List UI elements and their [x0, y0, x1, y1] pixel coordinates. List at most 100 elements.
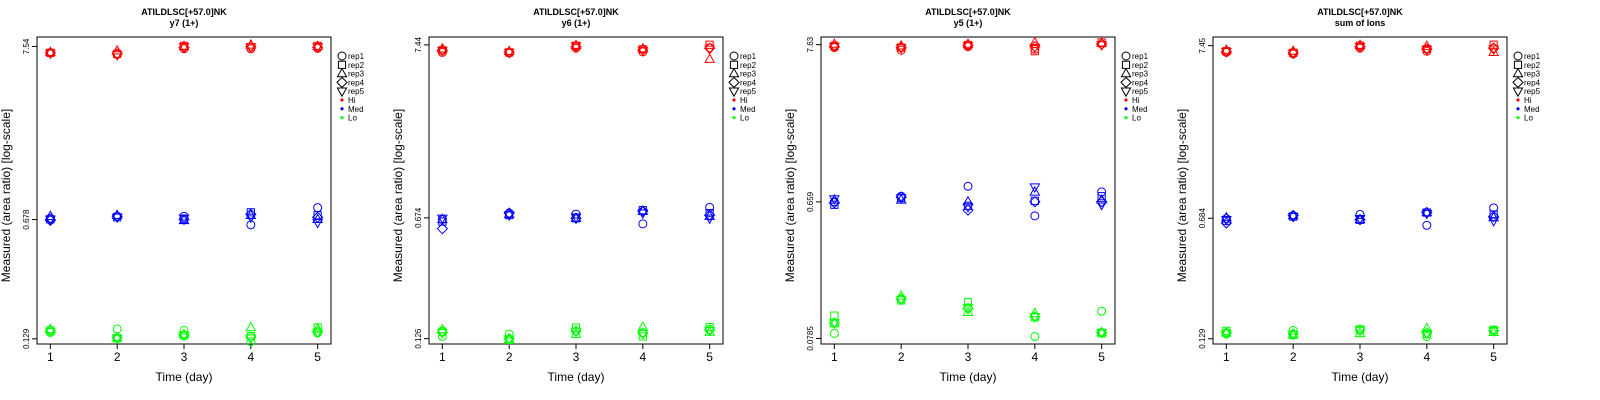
legend-symbol-rep1 — [1513, 51, 1523, 61]
legend-symbol-rep1 — [337, 51, 347, 61]
data-point — [111, 51, 123, 61]
y-tick-label: 7.54 — [22, 38, 31, 54]
legend-symbol-rep5 — [336, 87, 348, 98]
legend-label-rep4: rep4 — [348, 78, 365, 87]
legend-label-rep4: rep4 — [1524, 78, 1541, 87]
data-point — [1287, 212, 1299, 223]
data-point — [704, 214, 716, 225]
legend-symbol-rep3 — [336, 67, 348, 78]
legend-label-rep3: rep3 — [348, 70, 365, 79]
x-tick-label: 4 — [1423, 350, 1430, 364]
data-point — [111, 213, 123, 224]
legend-label-rep1: rep1 — [1524, 52, 1541, 61]
data-point — [1488, 211, 1500, 222]
plot-frame — [428, 36, 724, 345]
legend-label-Lo: Lo — [740, 114, 749, 123]
data-point — [1488, 327, 1500, 337]
data-point — [245, 43, 257, 53]
data-point — [111, 44, 123, 55]
data-point — [637, 46, 649, 57]
legend-color-dot-Lo — [1124, 116, 1128, 120]
legend-color-dot-Med — [1516, 107, 1520, 111]
data-point — [312, 43, 324, 53]
legend-label-Hi: Hi — [1132, 96, 1140, 105]
legend-color-dot-Hi — [732, 98, 736, 102]
x-tick-label: 1 — [1223, 350, 1230, 364]
chart-title: ATILDLSC[+57.0]NK — [925, 7, 1011, 17]
data-point — [1030, 331, 1040, 341]
data-point — [436, 222, 449, 235]
data-point — [703, 209, 716, 221]
legend-label-rep4: rep4 — [740, 78, 757, 87]
legend-label-Med: Med — [1524, 105, 1540, 114]
data-point — [503, 208, 515, 218]
data-point — [1029, 36, 1041, 47]
legend-symbol-rep3 — [1512, 67, 1524, 78]
data-point — [1288, 325, 1298, 335]
data-point — [1030, 196, 1039, 205]
data-point — [111, 331, 123, 342]
legend-color-dot-Hi — [1124, 98, 1128, 102]
legend-label-rep3: rep3 — [740, 70, 757, 79]
legend-label-Med: Med — [348, 105, 364, 114]
legend-color-dot-Hi — [1516, 98, 1520, 102]
chart-title: ATILDLSC[+57.0]NK — [533, 7, 619, 17]
data-point — [312, 218, 324, 229]
chart-title: ATILDLSC[+57.0]NK — [1317, 7, 1403, 17]
data-point — [245, 208, 257, 220]
legend-color-dot-Lo — [340, 116, 344, 120]
legend-symbol-rep4 — [1512, 76, 1524, 89]
data-point — [571, 323, 581, 332]
data-point — [704, 326, 716, 337]
data-point — [1488, 45, 1500, 56]
data-point — [1421, 45, 1433, 56]
y-axis-label: Measured (area ratio) [log-scale] — [0, 109, 13, 282]
data-point — [705, 40, 714, 49]
data-point — [1096, 201, 1108, 211]
data-point — [1287, 330, 1299, 341]
data-point — [436, 47, 448, 57]
chart-subtitle: y7 (1+) — [170, 18, 199, 28]
y-tick-label: 0.684 — [1198, 208, 1207, 229]
data-point — [1096, 37, 1108, 47]
legend-symbol-rep1 — [1121, 51, 1131, 61]
data-point — [1355, 210, 1365, 220]
plot-frame — [1212, 36, 1508, 345]
x-axis-label: Time (day) — [1332, 370, 1389, 384]
legend-label-rep2: rep2 — [1524, 61, 1541, 70]
data-point — [1421, 209, 1433, 220]
data-point — [1488, 217, 1500, 227]
legend-label-Hi: Hi — [740, 96, 748, 105]
data-point — [637, 209, 649, 220]
x-tick-label: 5 — [314, 350, 321, 364]
data-point — [1287, 209, 1299, 220]
legend-label-Hi: Hi — [1524, 96, 1532, 105]
chart-subtitle: sum of Ions — [1335, 18, 1386, 28]
data-point — [1220, 326, 1232, 337]
data-point — [1489, 40, 1498, 49]
data-point — [503, 333, 515, 343]
legend-label-Med: Med — [1132, 105, 1148, 114]
legend-symbol-rep4 — [1120, 76, 1132, 89]
data-point — [312, 322, 324, 333]
legend-color-dot-Lo — [732, 116, 736, 120]
data-point — [1422, 220, 1432, 230]
data-point — [704, 53, 716, 63]
data-point — [1029, 196, 1041, 208]
x-axis-label: Time (day) — [548, 370, 605, 384]
legend-label-Lo: Lo — [1524, 114, 1533, 123]
data-point — [504, 329, 514, 339]
y-tick-label: 0.674 — [414, 207, 423, 228]
x-axis-label: Time (day) — [940, 370, 997, 384]
data-point — [1029, 185, 1041, 196]
data-point — [962, 42, 974, 52]
data-point — [311, 211, 324, 223]
x-tick-label: 5 — [1490, 350, 1497, 364]
data-point — [503, 45, 515, 56]
x-tick-label: 2 — [506, 350, 513, 364]
data-point — [178, 43, 190, 53]
legend-color-dot-Med — [732, 107, 736, 111]
